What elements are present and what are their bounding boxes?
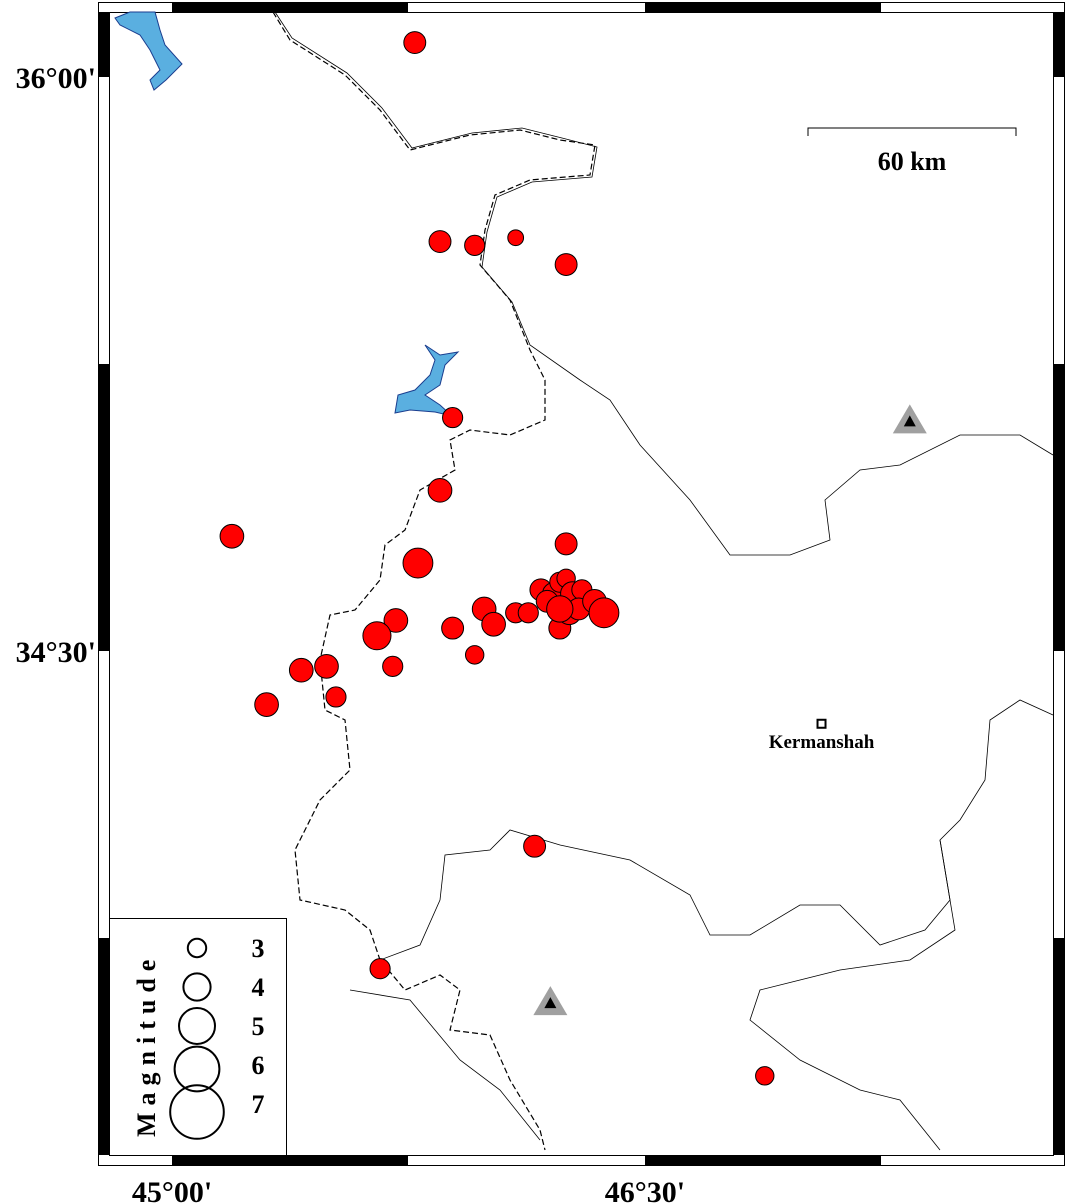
earthquake-event [219,523,245,549]
earthquake-events [219,31,775,1086]
earthquake-event [314,654,339,679]
legend-circle [178,1007,216,1045]
legend-circle [169,1084,225,1140]
earthquake-event [464,645,485,665]
earthquake-event [402,547,434,579]
earthquake-event [442,407,464,429]
x-axis-label: 45°00' [132,1176,212,1204]
earthquake-event [428,230,452,254]
frame-bands [98,2,1064,1165]
earthquake-event [403,31,427,55]
legend-magnitude-label: 3 [252,934,265,963]
lake-north [114,11,183,91]
stations [533,404,927,1016]
scale-bar-label: 60 km [878,147,947,176]
province-border [749,839,956,1151]
earthquake-event [554,253,578,276]
earthquake-event [325,686,347,708]
legend-item: 4 [182,972,265,1002]
legend-magnitude-label: 4 [252,973,265,1002]
province-border [349,989,541,1141]
city-label: Kermanshah [769,732,875,753]
legend-circle [182,972,212,1002]
y-axis-label: 36°00' [16,62,96,95]
earthquake-event [554,532,578,556]
earthquake-event [441,616,465,640]
earthquake-event [464,234,486,256]
earthquake-event [382,655,404,677]
legend-title: Magnitude [132,953,161,1137]
legend-magnitude-label: 6 [252,1051,265,1080]
province-border [274,11,1054,556]
x-axis-label: 46°30' [605,1176,685,1204]
earthquake-event [546,595,574,623]
legend-item: 6 [173,1045,265,1093]
legend-item: 3 [186,934,265,963]
earthquake-event [755,1066,775,1086]
earthquake-event [481,611,506,637]
earthquake-event [288,657,314,683]
earthquake-event [254,692,279,717]
triangle-station-icon [533,986,568,1016]
earthquake-event [507,229,525,247]
map-frame-inner [109,12,1054,1156]
earthquake-event [427,477,453,503]
magnitude-legend: Magnitude 3 4 5 6 7 [109,918,287,1156]
legend-item: 5 [178,1007,265,1045]
legend-item: 7 [169,1084,265,1140]
legend-magnitude-label: 7 [252,1090,265,1119]
earthquake-event [369,958,391,980]
earthquake-event [517,602,539,624]
triangle-station-icon [892,404,927,434]
earthquake-event [588,597,620,629]
earthquake-event [523,834,547,858]
legend-circle [173,1045,221,1093]
earthquake-event [383,608,409,633]
square-marker-icon [816,718,827,729]
scale-bar: 60 km [807,127,1017,176]
province-border [379,699,1054,961]
y-axis-label: 34°30' [16,636,96,669]
city-kermanshah: Kermanshah [769,718,875,753]
legend-circle [186,937,208,959]
earthquake-event [362,621,392,651]
legend-magnitude-label: 5 [252,1012,265,1041]
